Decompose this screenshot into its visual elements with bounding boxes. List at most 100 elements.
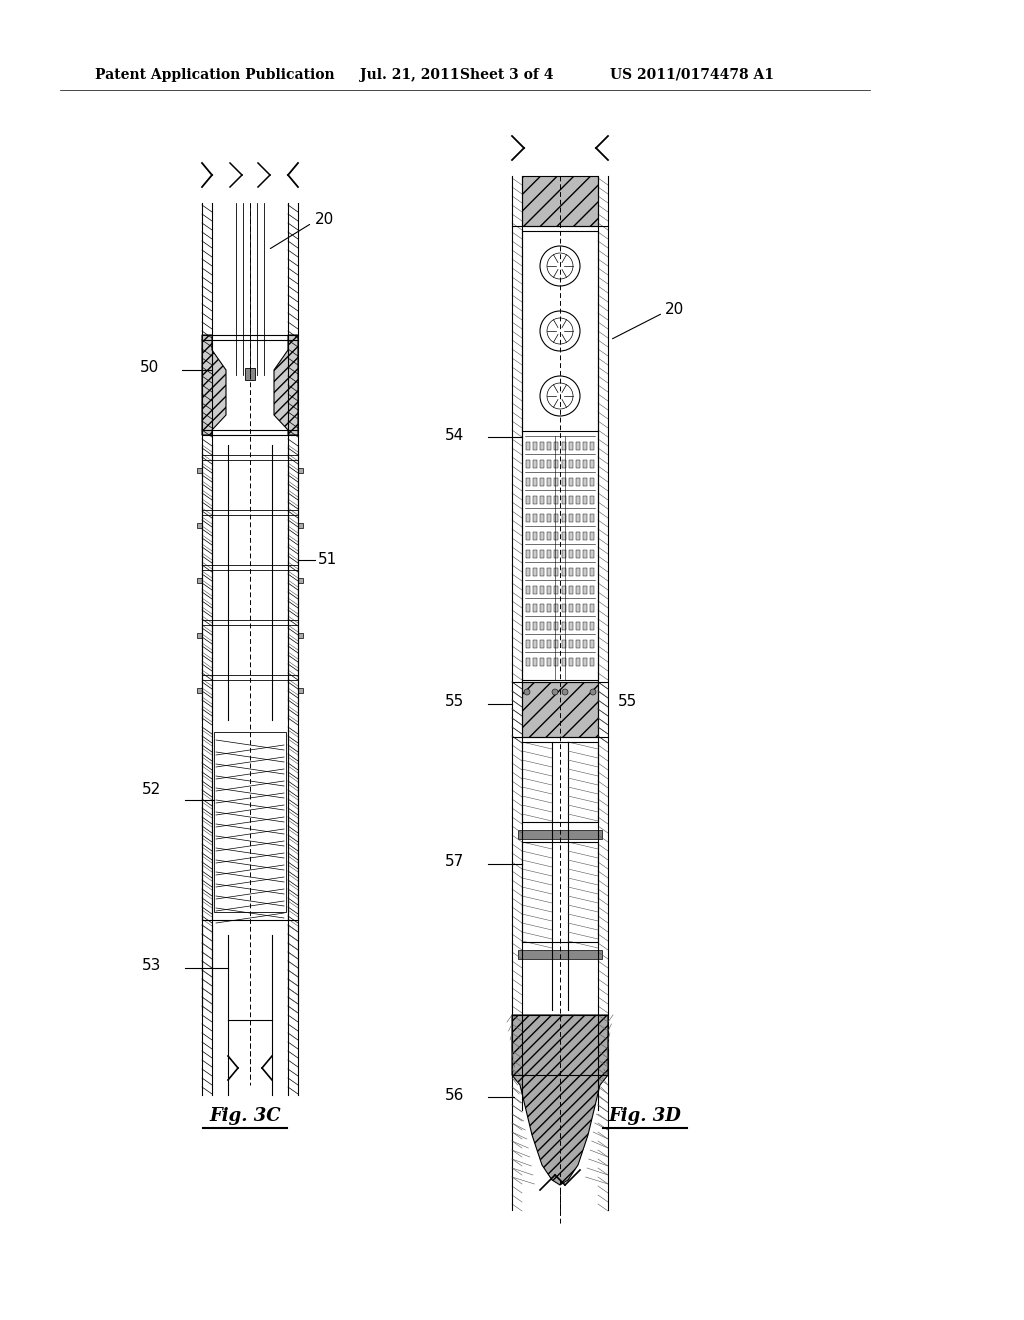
Text: 20: 20 bbox=[315, 213, 334, 227]
Bar bbox=[554, 478, 558, 486]
Bar bbox=[583, 550, 587, 558]
Bar bbox=[298, 578, 303, 583]
Bar bbox=[526, 657, 530, 667]
Text: Jul. 21, 2011: Jul. 21, 2011 bbox=[360, 69, 460, 82]
Bar bbox=[561, 640, 565, 648]
Bar bbox=[583, 657, 587, 667]
Bar bbox=[298, 634, 303, 638]
Circle shape bbox=[590, 689, 596, 696]
Bar bbox=[568, 442, 572, 450]
Bar bbox=[568, 640, 572, 648]
Bar bbox=[590, 478, 594, 486]
Bar bbox=[568, 586, 572, 594]
Text: 51: 51 bbox=[318, 553, 337, 568]
Bar bbox=[541, 478, 544, 486]
Text: 53: 53 bbox=[142, 957, 162, 973]
Bar bbox=[590, 550, 594, 558]
Bar bbox=[541, 513, 544, 521]
Text: Sheet 3 of 4: Sheet 3 of 4 bbox=[460, 69, 554, 82]
Bar bbox=[575, 586, 580, 594]
Bar bbox=[575, 496, 580, 504]
Bar bbox=[526, 459, 530, 469]
Bar bbox=[575, 622, 580, 630]
Bar bbox=[548, 640, 551, 648]
Bar bbox=[548, 532, 551, 540]
Bar bbox=[575, 442, 580, 450]
Bar bbox=[554, 568, 558, 576]
Bar bbox=[583, 459, 587, 469]
Bar bbox=[298, 469, 303, 473]
Bar bbox=[541, 550, 544, 558]
Bar bbox=[526, 550, 530, 558]
Bar bbox=[575, 478, 580, 486]
Bar bbox=[197, 469, 202, 473]
Bar bbox=[568, 550, 572, 558]
Bar bbox=[214, 733, 286, 912]
Text: 55: 55 bbox=[618, 694, 637, 710]
Bar bbox=[518, 950, 602, 960]
Bar bbox=[522, 176, 598, 226]
Bar bbox=[575, 605, 580, 612]
Bar bbox=[526, 496, 530, 504]
Bar bbox=[575, 657, 580, 667]
Circle shape bbox=[552, 689, 558, 696]
Bar bbox=[197, 523, 202, 528]
Bar bbox=[561, 459, 565, 469]
Bar bbox=[548, 605, 551, 612]
Bar bbox=[548, 478, 551, 486]
Text: 52: 52 bbox=[142, 783, 161, 797]
Bar bbox=[583, 605, 587, 612]
Bar bbox=[575, 513, 580, 521]
Bar bbox=[561, 586, 565, 594]
Bar bbox=[554, 550, 558, 558]
Bar bbox=[590, 605, 594, 612]
Bar bbox=[541, 640, 544, 648]
Bar bbox=[548, 459, 551, 469]
Bar bbox=[534, 478, 538, 486]
Text: US 2011/0174478 A1: US 2011/0174478 A1 bbox=[610, 69, 774, 82]
Bar bbox=[590, 657, 594, 667]
Bar bbox=[590, 640, 594, 648]
Bar bbox=[197, 688, 202, 693]
Bar bbox=[583, 513, 587, 521]
Bar bbox=[534, 622, 538, 630]
Bar bbox=[534, 442, 538, 450]
Bar bbox=[526, 478, 530, 486]
Bar bbox=[534, 550, 538, 558]
Bar bbox=[590, 459, 594, 469]
Bar bbox=[526, 605, 530, 612]
Bar bbox=[522, 682, 598, 737]
Bar bbox=[526, 586, 530, 594]
Text: 56: 56 bbox=[445, 1088, 464, 1102]
Bar bbox=[554, 622, 558, 630]
Bar bbox=[568, 657, 572, 667]
Bar bbox=[590, 586, 594, 594]
Bar bbox=[568, 605, 572, 612]
Bar bbox=[548, 657, 551, 667]
Bar bbox=[590, 568, 594, 576]
Bar bbox=[568, 478, 572, 486]
Bar bbox=[526, 513, 530, 521]
Bar bbox=[298, 523, 303, 528]
Bar bbox=[541, 496, 544, 504]
Bar bbox=[583, 442, 587, 450]
Circle shape bbox=[562, 689, 568, 696]
Bar bbox=[561, 513, 565, 521]
Bar bbox=[541, 568, 544, 576]
Bar bbox=[245, 368, 255, 380]
Bar bbox=[534, 532, 538, 540]
Bar bbox=[197, 634, 202, 638]
Bar bbox=[554, 532, 558, 540]
Bar bbox=[197, 578, 202, 583]
Bar bbox=[575, 568, 580, 576]
Text: 55: 55 bbox=[445, 694, 464, 710]
Bar bbox=[568, 532, 572, 540]
Bar bbox=[561, 568, 565, 576]
Bar bbox=[534, 459, 538, 469]
Bar bbox=[518, 830, 602, 840]
Bar bbox=[583, 532, 587, 540]
Bar bbox=[554, 442, 558, 450]
Bar bbox=[534, 568, 538, 576]
Bar bbox=[568, 568, 572, 576]
Bar bbox=[583, 622, 587, 630]
